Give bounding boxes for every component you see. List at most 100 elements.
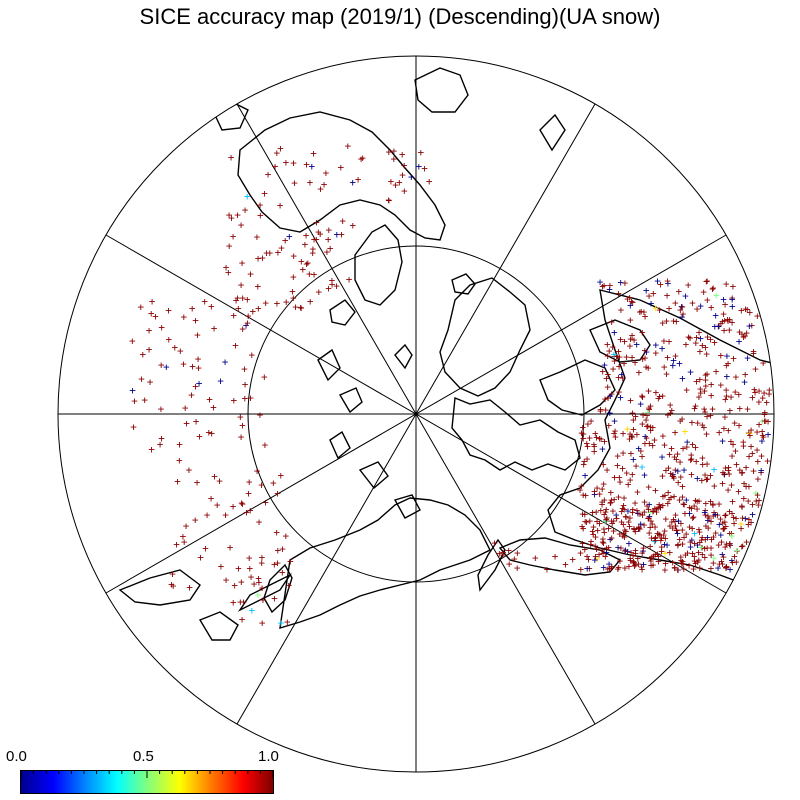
observation-marker: + bbox=[615, 561, 622, 574]
observation-marker: + bbox=[257, 209, 264, 222]
observation-marker: + bbox=[744, 351, 751, 364]
observation-marker: + bbox=[662, 557, 669, 570]
observation-marker: + bbox=[643, 284, 650, 297]
observation-marker: + bbox=[205, 426, 212, 439]
observation-marker: + bbox=[601, 359, 608, 372]
observation-marker: + bbox=[743, 480, 750, 493]
observation-marker: + bbox=[617, 276, 624, 289]
observation-marker: + bbox=[614, 459, 621, 472]
observation-marker: + bbox=[722, 509, 729, 522]
observation-marker: + bbox=[390, 153, 397, 166]
observation-marker: + bbox=[719, 477, 726, 490]
observation-marker: + bbox=[619, 502, 626, 515]
observation-marker: + bbox=[741, 477, 748, 490]
observation-marker: + bbox=[629, 503, 636, 516]
observation-marker: + bbox=[629, 296, 636, 309]
observation-marker: + bbox=[718, 536, 725, 549]
observation-marker: + bbox=[722, 298, 729, 311]
observation-marker: + bbox=[694, 417, 701, 430]
observation-marker: + bbox=[670, 315, 677, 328]
observation-marker: + bbox=[584, 550, 591, 563]
observation-marker: + bbox=[736, 419, 743, 432]
observation-marker: + bbox=[290, 271, 297, 284]
observation-marker: + bbox=[650, 505, 657, 518]
observation-marker: + bbox=[234, 208, 241, 221]
observation-marker: + bbox=[274, 487, 281, 500]
observation-marker: + bbox=[666, 448, 673, 461]
observation-marker: + bbox=[255, 572, 262, 585]
observation-marker: + bbox=[656, 498, 663, 511]
observation-marker: + bbox=[720, 551, 727, 564]
observation-marker: + bbox=[232, 339, 239, 352]
observation-marker: + bbox=[272, 160, 279, 173]
observation-marker: + bbox=[660, 490, 667, 503]
observation-marker: + bbox=[338, 228, 345, 241]
observation-marker: + bbox=[614, 563, 621, 576]
observation-marker: + bbox=[646, 289, 653, 302]
observation-marker: + bbox=[658, 541, 665, 554]
observation-marker: + bbox=[711, 463, 718, 476]
observation-marker: + bbox=[297, 301, 304, 314]
observation-marker: + bbox=[690, 510, 697, 523]
observation-marker: + bbox=[766, 388, 773, 401]
observation-marker: + bbox=[315, 226, 322, 239]
observation-marker: + bbox=[152, 310, 159, 323]
observation-marker: + bbox=[725, 424, 732, 437]
observation-marker: + bbox=[602, 506, 609, 519]
observation-marker: + bbox=[707, 469, 714, 482]
observation-marker: + bbox=[611, 354, 618, 367]
observation-marker: + bbox=[603, 542, 610, 555]
observation-marker: + bbox=[754, 426, 761, 439]
observation-marker: + bbox=[639, 450, 646, 463]
observation-marker: + bbox=[619, 462, 626, 475]
observation-marker: + bbox=[756, 385, 763, 398]
observation-marker: + bbox=[247, 392, 254, 405]
observation-marker: + bbox=[386, 194, 393, 207]
observation-marker: + bbox=[671, 471, 678, 484]
observation-marker: + bbox=[758, 450, 765, 463]
observation-marker: + bbox=[603, 515, 610, 528]
observation-marker: + bbox=[669, 556, 676, 569]
observation-marker: + bbox=[699, 531, 706, 544]
observation-marker: + bbox=[761, 386, 768, 399]
observation-marker: + bbox=[310, 147, 317, 160]
observation-marker: + bbox=[703, 473, 710, 486]
observation-marker: + bbox=[602, 515, 609, 528]
observation-marker: + bbox=[621, 523, 628, 536]
observation-marker: + bbox=[696, 561, 703, 574]
observation-marker: + bbox=[693, 375, 700, 388]
observation-marker: + bbox=[712, 526, 719, 539]
observation-marker: + bbox=[722, 540, 729, 553]
observation-marker: + bbox=[646, 498, 653, 511]
observation-marker: + bbox=[254, 465, 261, 478]
observation-marker: + bbox=[227, 541, 234, 554]
observation-marker: + bbox=[710, 510, 717, 523]
observation-marker: + bbox=[725, 315, 732, 328]
observation-marker: + bbox=[679, 491, 686, 504]
observation-marker: + bbox=[719, 315, 726, 328]
observation-marker: + bbox=[763, 396, 770, 409]
observation-marker: + bbox=[158, 321, 165, 334]
observation-marker: + bbox=[596, 548, 603, 561]
observation-marker: + bbox=[292, 301, 299, 314]
observation-marker: + bbox=[672, 509, 679, 522]
observation-marker: + bbox=[731, 517, 738, 530]
observation-marker: + bbox=[606, 345, 613, 358]
observation-marker: + bbox=[747, 427, 754, 440]
observation-marker: + bbox=[721, 516, 728, 529]
observation-marker: + bbox=[562, 558, 569, 571]
observation-marker: + bbox=[641, 495, 648, 508]
observation-marker: + bbox=[677, 551, 684, 564]
observation-marker: + bbox=[723, 384, 730, 397]
observation-marker: + bbox=[613, 512, 620, 525]
observation-marker: + bbox=[755, 472, 762, 485]
observation-marker: + bbox=[626, 520, 633, 533]
observation-marker: + bbox=[723, 359, 730, 372]
observation-marker: + bbox=[688, 468, 695, 481]
observation-marker: + bbox=[644, 409, 651, 422]
observation-marker: + bbox=[615, 371, 622, 384]
observation-marker: + bbox=[171, 341, 178, 354]
observation-marker: + bbox=[635, 523, 642, 536]
observation-marker: + bbox=[645, 481, 652, 494]
observation-marker: + bbox=[612, 431, 619, 444]
